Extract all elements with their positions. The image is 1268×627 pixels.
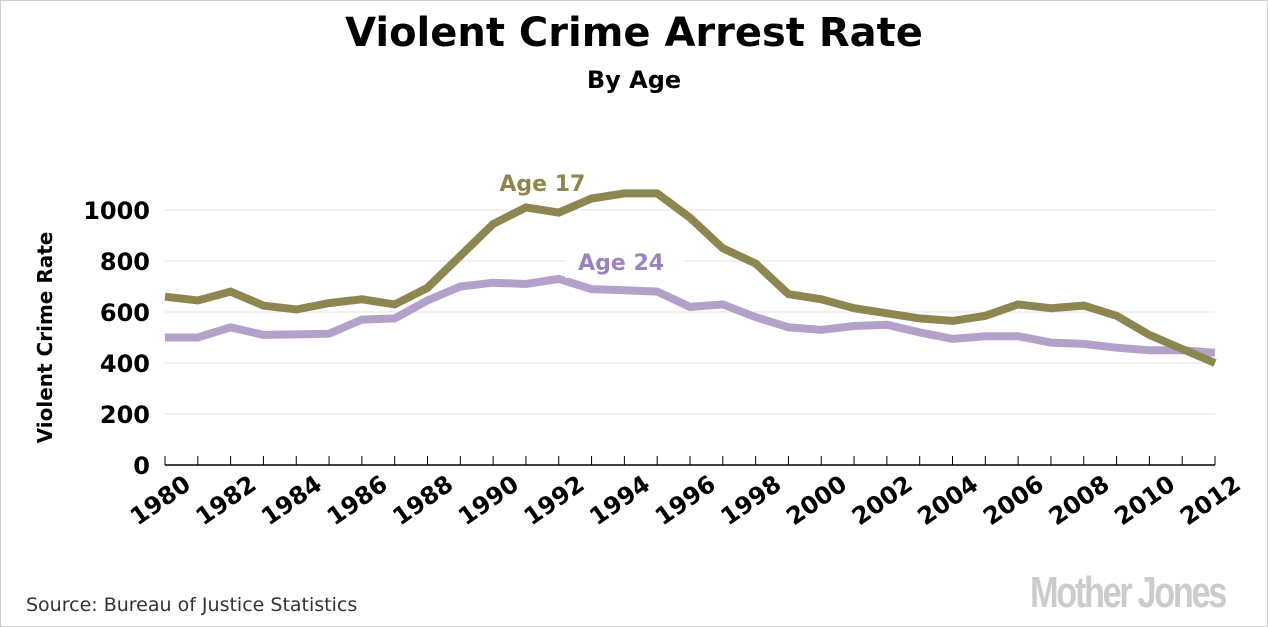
x-tick-label-1998: 1998 <box>716 470 787 531</box>
x-tick-label-1990: 1990 <box>453 470 524 531</box>
x-tick-label-2008: 2008 <box>1044 470 1115 531</box>
source-note: Source: Bureau of Justice Statistics <box>26 594 358 616</box>
x-tick-label-2012: 2012 <box>1175 470 1246 531</box>
x-tick-label-1992: 1992 <box>519 470 590 531</box>
series-label-age-17: Age 17 <box>499 172 585 197</box>
chart-subtitle: By Age <box>586 66 682 94</box>
series-label-age-24: Age 24 <box>578 251 664 276</box>
series-line-age-17 <box>164 189 1217 367</box>
chart-title: Violent Crime Arrest Rate <box>345 10 923 56</box>
x-tick-label-1988: 1988 <box>388 470 459 531</box>
x-tick-label-1986: 1986 <box>322 470 393 531</box>
x-tick-label-2010: 2010 <box>1109 470 1180 531</box>
x-tick-label-2004: 2004 <box>913 470 984 531</box>
x-tick-label-1996: 1996 <box>650 470 721 531</box>
y-tick-label-400: 400 <box>100 350 150 378</box>
y-tick-label-1000: 1000 <box>83 197 150 225</box>
y-tick-label-800: 800 <box>100 248 150 276</box>
x-tick-label-1982: 1982 <box>191 470 262 531</box>
mother-jones-logo: Mother Jones <box>1030 568 1227 617</box>
series-line-age-24 <box>165 274 1216 357</box>
y-tick-label-600: 600 <box>100 299 150 327</box>
y-tick-label-200: 200 <box>100 401 150 429</box>
x-tick-label-2002: 2002 <box>847 470 918 531</box>
x-tick-label-2006: 2006 <box>978 470 1049 531</box>
y-axis-label: Violent Crime Rate <box>33 232 57 444</box>
x-tick-label-1994: 1994 <box>584 470 655 531</box>
y-tick-label-0: 0 <box>133 452 150 480</box>
x-tick-label-1984: 1984 <box>256 470 327 531</box>
x-tick-label-2000: 2000 <box>781 470 852 531</box>
series-label-bg-age-24 <box>565 248 684 278</box>
